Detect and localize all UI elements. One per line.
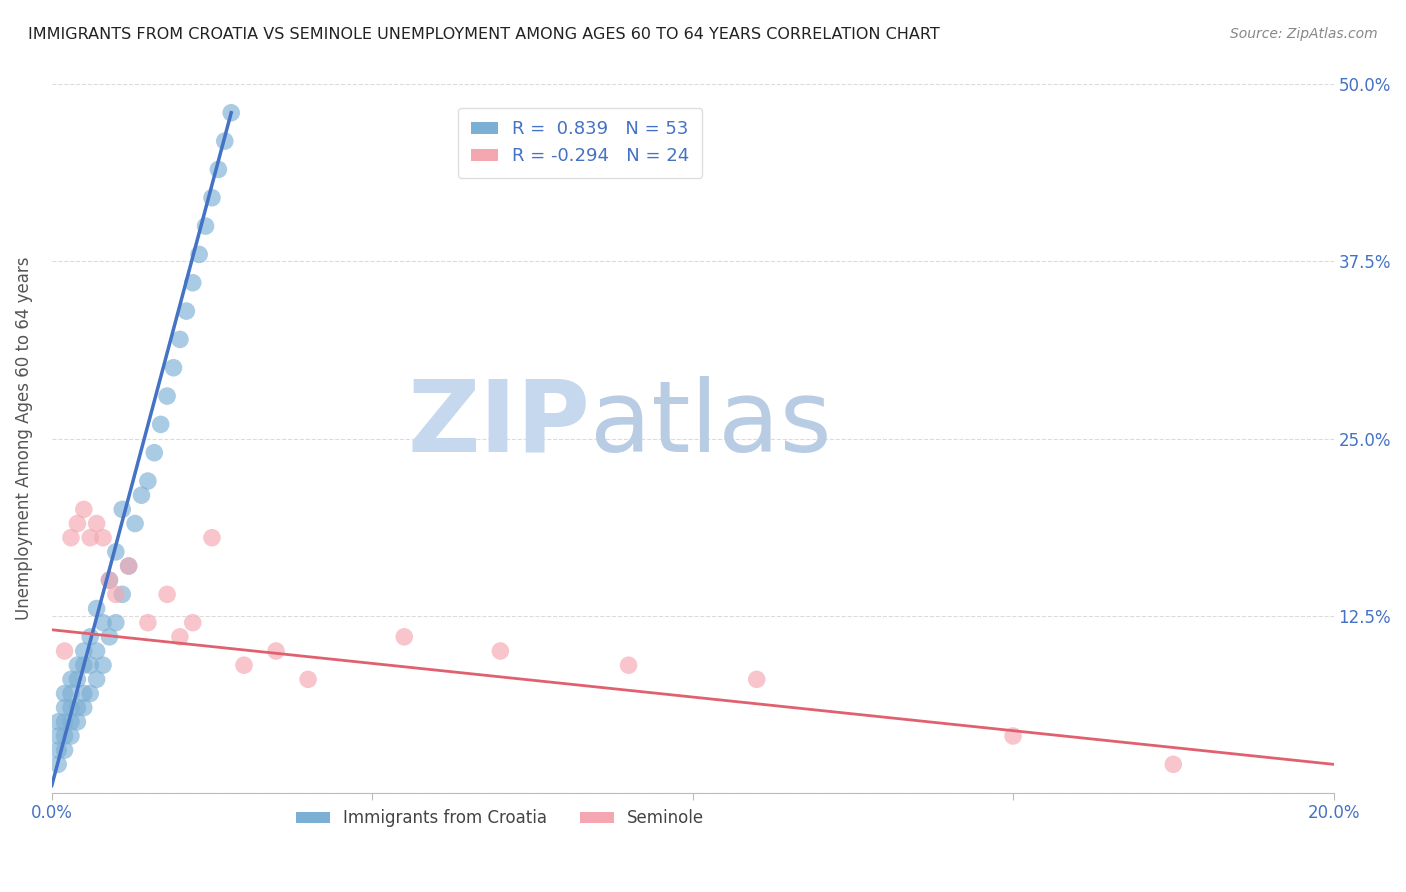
Point — [73, 700, 96, 714]
Point — [73, 658, 96, 673]
Legend: Immigrants from Croatia, Seminole: Immigrants from Croatia, Seminole — [290, 803, 711, 834]
Y-axis label: Unemployment Among Ages 60 to 64 years: Unemployment Among Ages 60 to 64 years — [15, 257, 32, 620]
Point — [201, 531, 224, 545]
Point — [46, 729, 69, 743]
Point — [98, 573, 121, 587]
Point — [1161, 757, 1184, 772]
Point — [162, 360, 184, 375]
Point — [73, 644, 96, 658]
Point — [149, 417, 172, 432]
Point — [53, 644, 76, 658]
Point — [181, 276, 204, 290]
Point — [73, 502, 96, 516]
Point — [59, 686, 82, 700]
Point — [233, 658, 256, 673]
Point — [118, 559, 141, 574]
Text: ZIP: ZIP — [408, 376, 591, 473]
Point — [297, 673, 319, 687]
Point — [181, 615, 204, 630]
Point — [131, 488, 153, 502]
Point — [86, 644, 108, 658]
Point — [91, 531, 114, 545]
Point — [53, 743, 76, 757]
Point — [219, 105, 242, 120]
Point — [53, 714, 76, 729]
Point — [66, 516, 89, 531]
Point — [53, 686, 76, 700]
Point — [201, 191, 224, 205]
Point — [66, 700, 89, 714]
Point — [111, 502, 134, 516]
Point — [53, 700, 76, 714]
Point — [79, 658, 101, 673]
Point — [617, 658, 640, 673]
Point — [214, 134, 236, 148]
Point — [86, 601, 108, 615]
Point — [194, 219, 217, 233]
Point — [46, 714, 69, 729]
Point — [156, 587, 179, 601]
Point — [98, 573, 121, 587]
Text: Source: ZipAtlas.com: Source: ZipAtlas.com — [1230, 27, 1378, 41]
Point — [46, 743, 69, 757]
Point — [207, 162, 229, 177]
Point — [73, 686, 96, 700]
Point — [66, 673, 89, 687]
Point — [111, 587, 134, 601]
Point — [66, 658, 89, 673]
Text: IMMIGRANTS FROM CROATIA VS SEMINOLE UNEMPLOYMENT AMONG AGES 60 TO 64 YEARS CORRE: IMMIGRANTS FROM CROATIA VS SEMINOLE UNEM… — [28, 27, 939, 42]
Point — [86, 516, 108, 531]
Point — [169, 630, 191, 644]
Point — [118, 559, 141, 574]
Point — [59, 531, 82, 545]
Point — [91, 658, 114, 673]
Text: atlas: atlas — [591, 376, 832, 473]
Point — [59, 714, 82, 729]
Point — [91, 615, 114, 630]
Point — [104, 545, 127, 559]
Point — [176, 304, 198, 318]
Point — [86, 673, 108, 687]
Point — [394, 630, 416, 644]
Point — [143, 446, 166, 460]
Point — [46, 757, 69, 772]
Point — [156, 389, 179, 403]
Point — [745, 673, 768, 687]
Point — [79, 630, 101, 644]
Point — [66, 714, 89, 729]
Point — [1002, 729, 1025, 743]
Point — [104, 587, 127, 601]
Point — [188, 247, 211, 261]
Point — [136, 615, 159, 630]
Point — [53, 729, 76, 743]
Point — [79, 531, 101, 545]
Point — [489, 644, 512, 658]
Point — [136, 474, 159, 488]
Point — [79, 686, 101, 700]
Point — [169, 332, 191, 346]
Point — [104, 615, 127, 630]
Point — [59, 729, 82, 743]
Point — [98, 630, 121, 644]
Point — [59, 673, 82, 687]
Point — [264, 644, 287, 658]
Point — [124, 516, 146, 531]
Point — [59, 700, 82, 714]
